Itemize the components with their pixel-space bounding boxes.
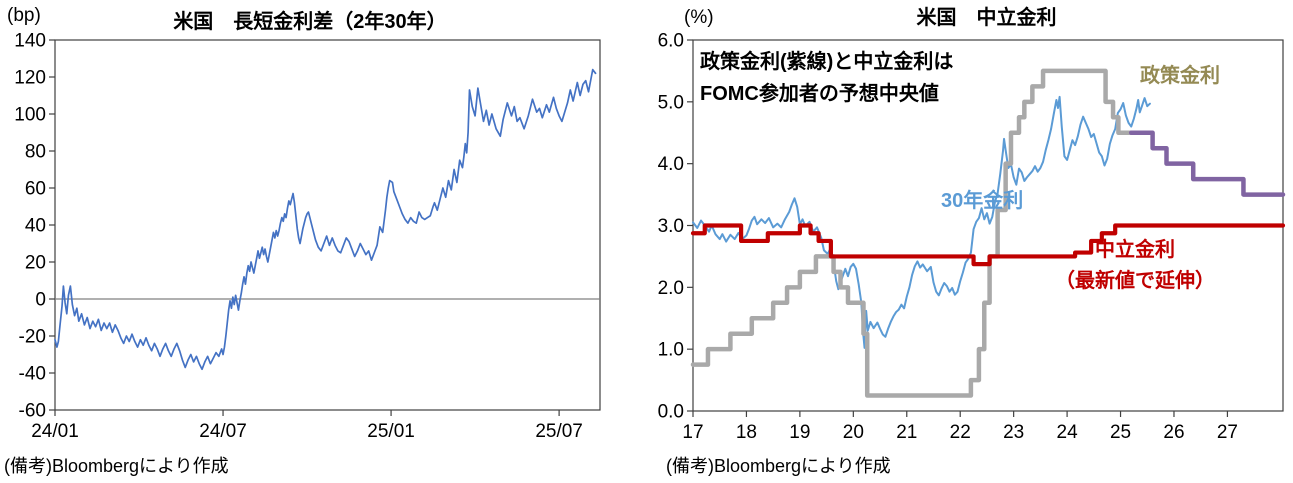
neutral-rate-series-sublabel: （最新値で延伸） — [1055, 270, 1215, 292]
left-axis-unit-label: (bp) — [7, 5, 41, 26]
right-source-note: (備考)Bloombergにより作成 — [666, 456, 891, 476]
y-tick-label: 80 — [25, 142, 46, 163]
y-tick-label: -60 — [19, 401, 46, 422]
x-tick-label: 22 — [950, 422, 971, 443]
y-tick-label: 20 — [25, 253, 46, 274]
x-tick-label: 24/01 — [31, 421, 79, 442]
annotation-line-2: FOMC参加者の予想中央値 — [700, 83, 939, 105]
x-tick-label: 25 — [1110, 422, 1131, 443]
x-tick-label: 24/07 — [199, 421, 247, 442]
y-tick-label: 3.0 — [658, 216, 684, 237]
y-tick-label: 60 — [25, 179, 46, 200]
neutral-rate-series-label: 中立金利 — [1095, 239, 1175, 261]
y-tick-label: 6.0 — [658, 31, 684, 52]
x-tick-label: 27 — [1217, 422, 1238, 443]
x-tick-label: 23 — [1003, 422, 1024, 443]
plot-border — [54, 39, 601, 411]
series-line-1 — [690, 68, 1134, 398]
right-axis-unit-label: (%) — [684, 7, 714, 28]
series-line-3 — [690, 223, 1286, 267]
y-tick-label: -20 — [19, 327, 46, 348]
annotation-line-1: 政策金利(紫線)と中立金利は — [700, 51, 954, 73]
neutral-rate-line-chart: 6.0 5.0 4.0 3.0 2.0 1.0 0.017 18 19 20 21 22 23 24 25 2… — [658, 31, 1286, 443]
x-tick-label: 25/01 — [367, 421, 415, 442]
y-tick-label: 100 — [14, 105, 46, 126]
thirty-year-rate-series-label: 30年金利 — [941, 190, 1024, 212]
x-tick-label: 26 — [1163, 422, 1184, 443]
y-tick-label: 4.0 — [658, 154, 684, 175]
y-tick-label: 120 — [14, 68, 46, 89]
x-tick-label: 19 — [789, 422, 810, 443]
x-tick-label: 17 — [682, 422, 703, 443]
y-tick-label: 2.0 — [658, 278, 684, 299]
y-tick-label: 0 — [35, 290, 46, 311]
right-chart-title: 米国 中立金利 — [916, 7, 1057, 29]
x-tick-label: 18 — [736, 422, 757, 443]
x-tick-label: 24 — [1057, 422, 1079, 443]
y-tick-label: 140 — [14, 31, 46, 52]
y-tick-label: 0.0 — [658, 402, 684, 423]
x-tick-label: 25/07 — [535, 421, 583, 442]
y-tick-label: 40 — [25, 216, 46, 237]
y-tick-label: 1.0 — [658, 340, 684, 361]
series-line-0 — [54, 68, 597, 371]
policy-rate-series-label: 政策金利 — [1140, 65, 1220, 87]
series-line-2 — [1128, 130, 1286, 197]
left-source-note: (備考)Bloombergにより作成 — [4, 456, 229, 476]
spread-chart-panel: (bp) 米国 長短金利差（2年30年） 140 120 100 80 60 40 20 0 -… — [0, 0, 640, 483]
y-tick-label: -40 — [19, 364, 46, 385]
series-line-0 — [692, 95, 1151, 349]
left-chart-title: 米国 長短金利差（2年30年） — [173, 11, 447, 33]
neutral-rate-chart-panel: (%) 米国 中立金利 6.0 5.0 4.0 3.0 2.0 1.0 0.0 17 18 19 2… — [640, 0, 1293, 483]
x-tick-label: 21 — [896, 422, 917, 443]
y-tick-label: 5.0 — [658, 92, 684, 113]
x-tick-label: 20 — [843, 422, 864, 443]
